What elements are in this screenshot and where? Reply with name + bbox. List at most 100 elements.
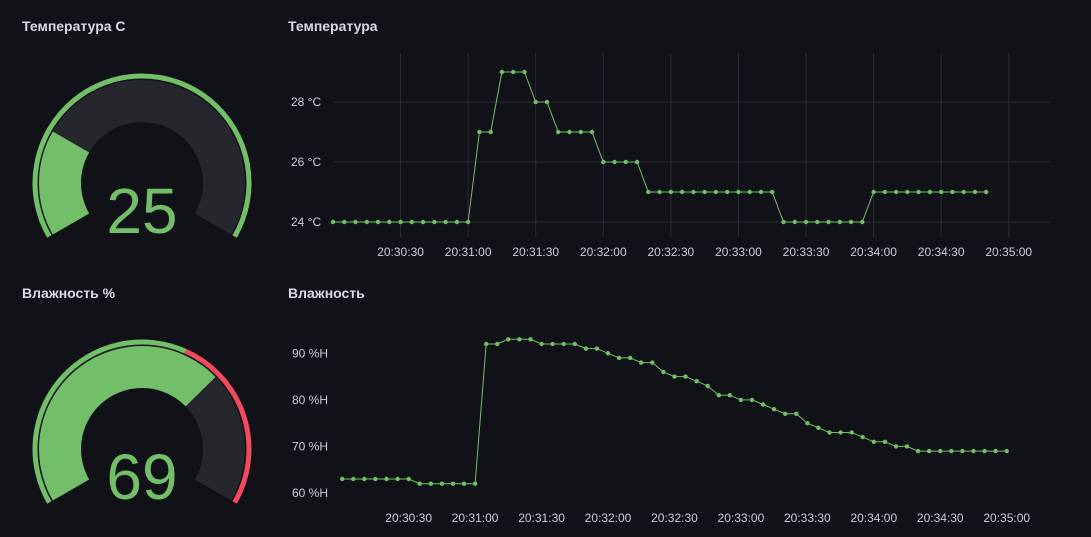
temperature-chart-data-point	[893, 189, 899, 195]
humidity-chart-data-point	[849, 430, 854, 435]
temperature-chart-data-point	[443, 219, 448, 225]
temperature-chart-data-point	[454, 219, 460, 225]
humidity-chart-data-point	[539, 341, 544, 347]
temperature-chart-data-point	[860, 219, 865, 225]
temperature-chart[interactable]: 24 °C 26 °C 28 °C 20:30:30 20:31:00 20:31:30 2…	[0, 0, 1091, 270]
humidity-chart-data-point	[594, 346, 600, 351]
humidity-chart-data-point	[506, 337, 511, 342]
humidity-chart-data-point	[949, 448, 954, 454]
humidity-chart-data-point	[971, 448, 976, 454]
temperature-chart-data-point	[916, 189, 921, 195]
humidity-chart-x-tick-label: 20:35:00	[983, 511, 1030, 525]
humidity-chart-data-point	[406, 476, 411, 482]
temperature-chart-data-point	[961, 189, 966, 195]
temperature-chart-data-point	[601, 159, 606, 165]
temperature-chart-x-tick-label: 20:34:00	[850, 245, 897, 259]
humidity-chart-data-point	[583, 346, 589, 351]
humidity-chart-data-point	[871, 439, 876, 444]
temperature-chart-data-point	[972, 189, 978, 195]
humidity-chart-data-point	[639, 360, 644, 365]
humidity-chart-x-tick-label: 20:30:30	[385, 511, 432, 525]
humidity-chart-data-point	[484, 341, 489, 347]
temp-gauge-title[interactable]: Температура C	[22, 18, 126, 34]
temperature-gauge-value-arc	[39, 131, 90, 235]
humidity-chart-data-point	[893, 444, 899, 449]
temperature-chart-data-point	[646, 189, 651, 195]
humidity-chart-data-point	[794, 411, 799, 416]
humidity-chart-data-point	[495, 341, 500, 347]
temperature-chart-data-point	[668, 189, 674, 195]
humidity-chart-data-point	[616, 355, 622, 361]
humidity-chart-x-tick-label: 20:33:30	[784, 511, 831, 525]
hum-gauge-title[interactable]: Влажность %	[22, 285, 116, 301]
temperature-chart-data-point	[984, 189, 989, 195]
humidity-chart-data-point	[683, 374, 688, 379]
humidity-chart-data-point	[860, 434, 865, 440]
temperature-gauge-threshold-segment	[32, 73, 252, 238]
temperature-chart-data-point	[792, 219, 797, 225]
humidity-chart-data-point	[938, 448, 943, 454]
temperature-chart-data-point	[713, 189, 719, 195]
temperature-chart-data-point	[342, 219, 347, 225]
temperature-chart-data-point	[499, 69, 505, 75]
temperature-chart-data-point	[375, 219, 381, 225]
humidity-chart-data-point	[760, 402, 766, 407]
humidity-gauge-value-arc	[39, 346, 216, 501]
humidity-chart-data-point	[661, 369, 666, 375]
humidity-chart-data-point	[362, 476, 367, 482]
humidity-gauge-value: 69	[106, 441, 177, 513]
temperature-chart-x-tick-label: 20:33:00	[715, 245, 762, 259]
humidity-chart-x-tick-label: 20:32:00	[585, 511, 632, 525]
humidity-gauge: 69	[32, 339, 252, 513]
temperature-chart-x-tick-label: 20:32:30	[648, 245, 695, 259]
temperature-gauge-value: 25	[106, 175, 177, 247]
temperature-chart-data-point	[544, 99, 550, 105]
temperature-chart-data-point	[950, 189, 955, 195]
temperature-chart-data-point	[725, 189, 730, 195]
temperature-chart-data-point	[837, 219, 842, 225]
humidity-chart-y-tick-label: 70 %H	[292, 439, 328, 453]
temperature-chart-y-tick-label: 26 °C	[291, 155, 321, 169]
temperature-chart-data-point	[387, 219, 392, 225]
temperature-chart-data-point	[420, 219, 426, 225]
hum-chart-title[interactable]: Влажность	[288, 285, 365, 301]
humidity-chart-x-tick-label: 20:33:00	[718, 511, 765, 525]
temperature-chart-x-tick-label: 20:35:00	[985, 245, 1032, 259]
humidity-gauge-threshold-segment	[32, 339, 187, 504]
humidity-chart-data-point	[749, 397, 755, 403]
temperature-chart-data-point	[330, 219, 336, 225]
temperature-chart-data-point	[781, 219, 786, 225]
humidity-chart-data-point	[982, 448, 987, 454]
humidity-chart-data-point	[705, 383, 710, 389]
humidity-chart-data-point	[517, 337, 522, 342]
humidity-chart-x-tick-label: 20:31:00	[452, 511, 499, 525]
temperature-chart-data-point	[353, 219, 358, 225]
humidity-chart-data-point	[927, 448, 932, 454]
temperature-chart-data-point	[465, 219, 471, 225]
humidity-chart-x-tick-label: 20:32:30	[651, 511, 698, 525]
humidity-chart-y-tick-label: 90 %H	[292, 346, 328, 360]
humidity-chart-data-point	[672, 374, 677, 379]
humidity-chart-data-point	[428, 481, 433, 486]
humidity-chart-data-point	[993, 448, 998, 454]
temp-chart-title[interactable]: Температура	[288, 18, 378, 34]
humidity-chart-data-point	[827, 430, 832, 435]
temperature-chart-y-tick-label: 24 °C	[291, 215, 321, 229]
humidity-chart-data-point	[716, 393, 721, 398]
temperature-chart-x-tick-label: 20:33:30	[783, 245, 830, 259]
temperature-chart-data-point	[758, 189, 764, 195]
temperature-chart-data-point	[432, 219, 437, 225]
humidity-chart-y-tick-label: 80 %H	[292, 393, 328, 407]
temperature-chart-data-point	[488, 129, 493, 135]
temperature-chart-data-point	[612, 159, 617, 165]
temperature-chart-data-point	[623, 159, 628, 165]
temperature-chart-x-tick-label: 20:31:00	[445, 245, 492, 259]
humidity-chart-data-point	[771, 407, 777, 412]
humidity-chart-data-point	[373, 476, 378, 482]
temperature-chart-data-point	[905, 189, 910, 195]
temperature-chart-data-point	[522, 69, 527, 75]
temperature-chart-data-point	[939, 189, 944, 195]
temperature-chart-data-point	[736, 189, 741, 195]
humidity-chart-y-tick-label: 60 %H	[292, 486, 328, 500]
